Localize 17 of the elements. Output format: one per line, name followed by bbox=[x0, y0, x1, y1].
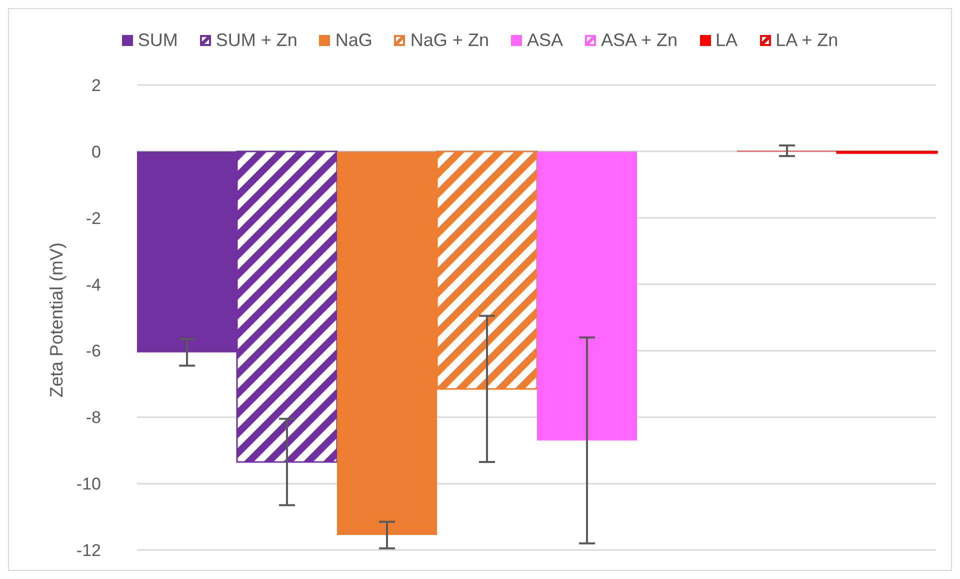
y-tick-label: 0 bbox=[92, 142, 101, 162]
legend-label: NaG bbox=[335, 30, 372, 50]
y-tick-label: -4 bbox=[86, 275, 101, 294]
legend-label: LA bbox=[716, 30, 738, 50]
y-tick-label: -6 bbox=[86, 342, 101, 361]
y-tick-label: -8 bbox=[86, 408, 101, 428]
legend-label: NaG + Zn bbox=[410, 30, 489, 50]
legend-label: LA + Zn bbox=[776, 30, 838, 50]
legend-label: SUM + Zn bbox=[216, 30, 298, 50]
y-tick-label: 2 bbox=[92, 76, 101, 96]
legend-label: SUM bbox=[138, 30, 178, 50]
legend-label: ASA + Zn bbox=[600, 30, 678, 50]
y-tick-label: -12 bbox=[76, 541, 101, 560]
y-axis-title: Zeta Potential (mV) bbox=[46, 242, 66, 398]
y-tick-label: -10 bbox=[76, 474, 101, 494]
y-tick-label: -2 bbox=[86, 208, 101, 228]
legend-label: ASA bbox=[526, 30, 563, 50]
